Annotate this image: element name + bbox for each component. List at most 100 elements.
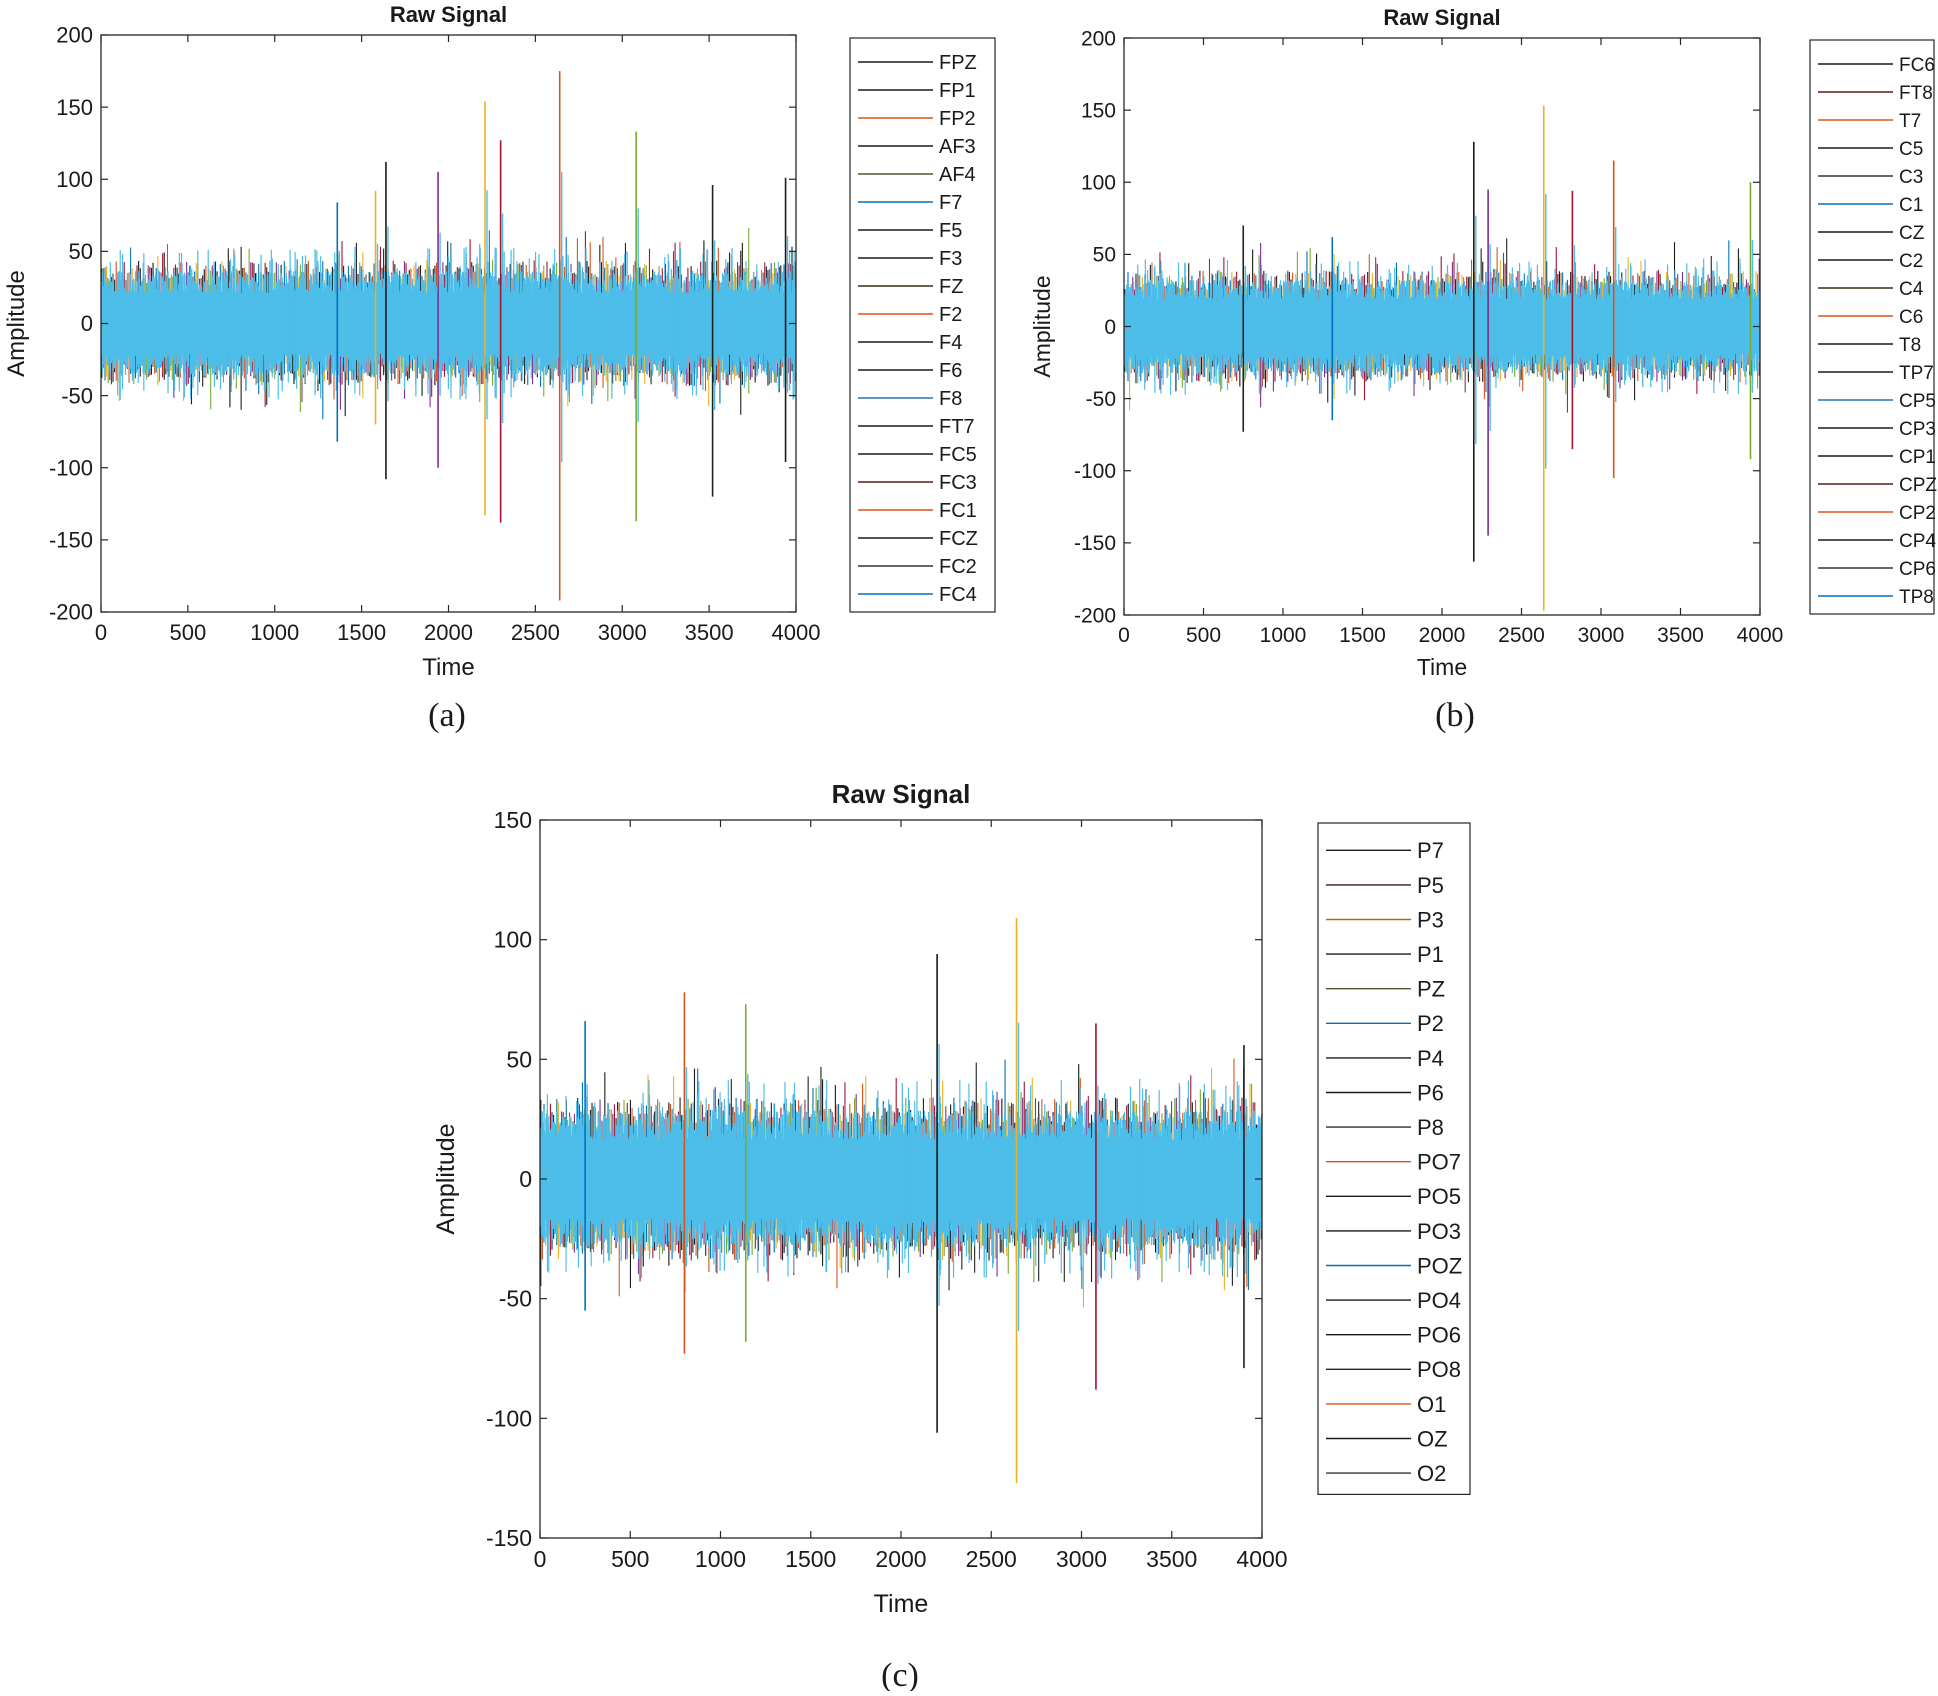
legend-label: C3	[1899, 167, 1923, 188]
panel-caption: (b)	[1435, 697, 1475, 734]
y-tick-label: 0	[1104, 316, 1116, 339]
legend-label: FC2	[939, 556, 977, 578]
x-tick-label: 3500	[1657, 624, 1704, 647]
x-tick-label: 2000	[424, 620, 473, 645]
legend-label: PO3	[1417, 1219, 1461, 1244]
x-tick-label: 1000	[250, 620, 299, 645]
legend-label: FC1	[939, 500, 977, 522]
x-tick-label: 500	[170, 620, 207, 645]
legend: FC6 FT8 T7 C5 C3 C1 CZ C2 C4 C6 T8 TP7 CP5 CP3 CP1 CPZ C…	[1809, 39, 1937, 615]
chart-title: Raw Signal	[832, 779, 971, 809]
legend-label: TP8	[1899, 587, 1934, 608]
signal-band-core	[1125, 299, 1759, 354]
legend-label: FPZ	[939, 52, 977, 74]
y-tick-label: 50	[506, 1046, 532, 1072]
x-tick-label: 2500	[966, 1546, 1017, 1572]
y-tick-label: -100	[486, 1405, 532, 1431]
x-tick-label: 3000	[1056, 1546, 1107, 1572]
legend-label: PO6	[1417, 1323, 1461, 1348]
legend-label: FC6	[1899, 55, 1935, 76]
legend-label: P7	[1417, 838, 1444, 863]
chart-panel-a: 0 500 1000 1500 2000 2500 3000 3500 400020015010…	[3, 2, 996, 681]
legend-label: PO5	[1417, 1184, 1461, 1209]
legend-label: P8	[1417, 1115, 1444, 1140]
legend-label: FP2	[939, 108, 976, 130]
y-tick-label: -100	[1074, 460, 1116, 483]
legend-label: PO7	[1417, 1150, 1461, 1175]
x-tick-label: 1000	[1260, 624, 1307, 647]
legend-label: O1	[1417, 1392, 1446, 1417]
x-tick-label: 4000	[1236, 1546, 1287, 1572]
y-tick-label: 200	[56, 23, 93, 48]
legend-label: CPZ	[1899, 475, 1937, 496]
x-tick-label: 4000	[1737, 624, 1784, 647]
legend-label: T7	[1899, 111, 1921, 132]
y-tick-label: 150	[1081, 99, 1116, 122]
legend-label: C5	[1899, 139, 1923, 160]
legend-label: CP2	[1899, 503, 1936, 524]
legend-label: FC5	[939, 444, 977, 466]
legend-label: P3	[1417, 907, 1444, 932]
legend-label: FT7	[939, 416, 975, 438]
legend-label: CP5	[1899, 391, 1936, 412]
x-tick-label: 1500	[1339, 624, 1386, 647]
y-axis-label: Amplitude	[3, 270, 30, 377]
legend-label: PZ	[1417, 977, 1445, 1002]
legend-label: CP6	[1899, 559, 1936, 580]
legend-label: C6	[1899, 307, 1923, 328]
x-axis-label: Time	[874, 1590, 929, 1618]
legend-label: FC4	[939, 584, 977, 606]
legend-label: FC3	[939, 472, 977, 494]
legend-label: C2	[1899, 251, 1923, 272]
x-tick-label: 1500	[785, 1546, 836, 1572]
legend-label: F3	[939, 248, 962, 270]
legend-label: FP1	[939, 80, 976, 102]
legend: FPZ FP1 FP2 AF3 AF4 F7 F5 F3 FZ F2 F4 F6 F8 FT7 FC5 FC3…	[849, 37, 996, 613]
x-tick-label: 2500	[511, 620, 560, 645]
legend-label: AF4	[939, 164, 976, 186]
x-tick-label: 1500	[337, 620, 386, 645]
legend-box	[1809, 39, 1935, 615]
signal-traces	[539, 918, 1263, 1483]
y-tick-label: -100	[49, 455, 93, 480]
legend-label: C4	[1899, 279, 1924, 300]
y-tick-label: 100	[494, 927, 532, 953]
y-tick-label: -200	[49, 600, 93, 625]
chart-title: Raw Signal	[390, 2, 507, 27]
legend-label: FT8	[1899, 83, 1933, 104]
legend-label: P1	[1417, 942, 1444, 967]
legend-label: OZ	[1417, 1426, 1448, 1451]
legend-box	[849, 37, 996, 613]
panel-caption: (c)	[881, 1657, 919, 1691]
legend-label: TP7	[1899, 363, 1934, 384]
x-axis-label: Time	[1417, 654, 1467, 680]
x-tick-label: 0	[1118, 624, 1130, 647]
x-tick-label: 1000	[695, 1546, 746, 1572]
legend-label: PO8	[1417, 1357, 1461, 1382]
x-tick-label: 500	[1186, 624, 1221, 647]
signal-traces	[1123, 105, 1761, 611]
legend-box	[1317, 822, 1471, 1496]
y-axis-label: Amplitude	[1029, 275, 1055, 377]
y-tick-label: 150	[494, 807, 532, 833]
y-tick-label: 100	[56, 167, 93, 192]
x-tick-label: 3000	[598, 620, 647, 645]
y-tick-label: 0	[81, 311, 93, 336]
y-tick-label: -200	[1074, 604, 1116, 627]
x-axis-label: Time	[422, 654, 474, 681]
legend-label: F5	[939, 220, 962, 242]
legend-label: CZ	[1899, 223, 1925, 244]
signal-band	[539, 1110, 1263, 1248]
legend-label: FZ	[939, 276, 963, 298]
legend-label: C1	[1899, 195, 1923, 216]
legend-label: P2	[1417, 1011, 1444, 1036]
legend: P7 P5 P3 P1 PZ P2 P4 P6 P8 PO7 PO5 PO3 POZ PO4 PO6 PO8 O…	[1317, 822, 1471, 1496]
legend-label: CP1	[1899, 447, 1936, 468]
y-tick-label: -50	[61, 383, 93, 408]
legend-label: CP3	[1899, 419, 1936, 440]
legend-label: POZ	[1417, 1253, 1462, 1278]
signal-band	[1123, 279, 1761, 374]
y-tick-label: 150	[56, 95, 93, 120]
